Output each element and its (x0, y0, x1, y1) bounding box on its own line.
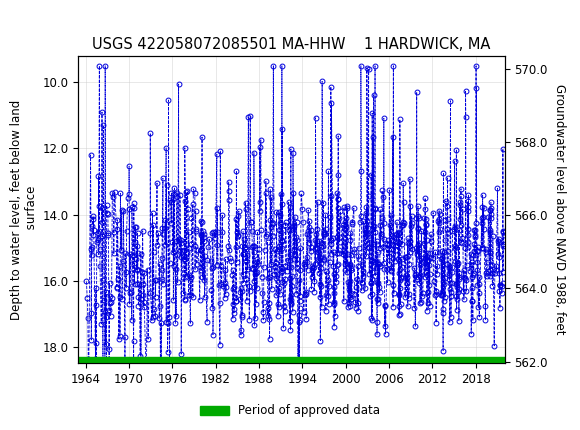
Y-axis label: Groundwater level above NAVD 1988, feet: Groundwater level above NAVD 1988, feet (553, 84, 567, 335)
Title: USGS 422058072085501 MA-HHW    1 HARDWICK, MA: USGS 422058072085501 MA-HHW 1 HARDWICK, … (92, 37, 491, 52)
Y-axis label: Depth to water level, feet below land
 surface: Depth to water level, feet below land su… (10, 99, 38, 320)
Text: ▒USGS: ▒USGS (5, 10, 63, 25)
Legend: Period of approved data: Period of approved data (195, 399, 385, 422)
Bar (3, 3, 78, 32)
Bar (78, 357, 505, 370)
